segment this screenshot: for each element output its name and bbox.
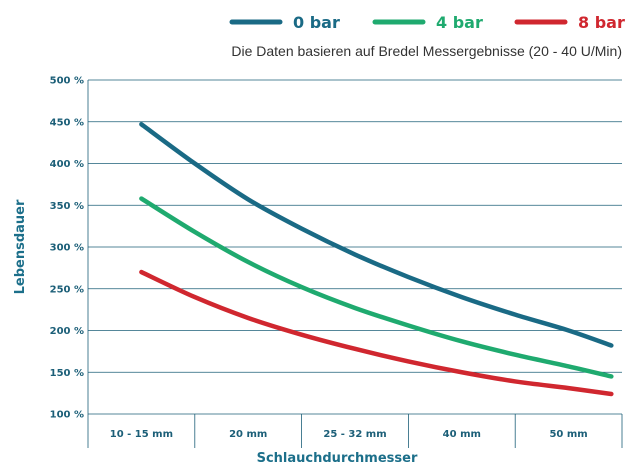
series-line-0-bar	[139, 122, 614, 348]
y-tick-label: 350 %	[50, 201, 84, 212]
series-line-8-bar	[139, 269, 614, 397]
x-axis-ticks: 10 - 15 mm 20 mm 25 - 32 mm 40 mm 50 mm	[110, 429, 588, 440]
x-tick-label: 20 mm	[229, 429, 267, 440]
x-tick-label: 50 mm	[549, 429, 587, 440]
y-tick-label: 450 %	[50, 117, 84, 128]
grid	[87, 79, 623, 448]
legend: 0 bar 4 bar 8 bar	[229, 13, 625, 32]
y-axis-ticks: 100 % 150 % 200 % 250 % 300 % 350 % 400 % 450 %…	[50, 76, 84, 421]
legend-label-0-bar: 0 bar	[293, 13, 340, 32]
legend-label-4-bar: 4 bar	[436, 13, 483, 32]
chart-subtitle: Die Daten basieren auf Bredel Messergebn…	[231, 43, 622, 59]
y-axis-label: Lebensdauer	[13, 199, 28, 294]
x-axis-label: Schlauchdurchmesser	[257, 451, 418, 466]
series	[139, 122, 614, 397]
y-tick-label: 150 %	[50, 368, 84, 379]
x-tick-label: 10 - 15 mm	[110, 429, 173, 440]
series-line-4-bar	[139, 196, 614, 379]
y-tick-label: 100 %	[50, 410, 84, 421]
y-tick-label: 500 %	[50, 76, 84, 87]
x-tick-label: 25 - 32 mm	[323, 429, 386, 440]
x-tick-label: 40 mm	[443, 429, 481, 440]
legend-label-8-bar: 8 bar	[578, 13, 625, 32]
y-tick-label: 250 %	[50, 284, 84, 295]
y-tick-label: 400 %	[50, 159, 84, 170]
y-tick-label: 200 %	[50, 326, 84, 337]
y-tick-label: 300 %	[50, 243, 84, 254]
